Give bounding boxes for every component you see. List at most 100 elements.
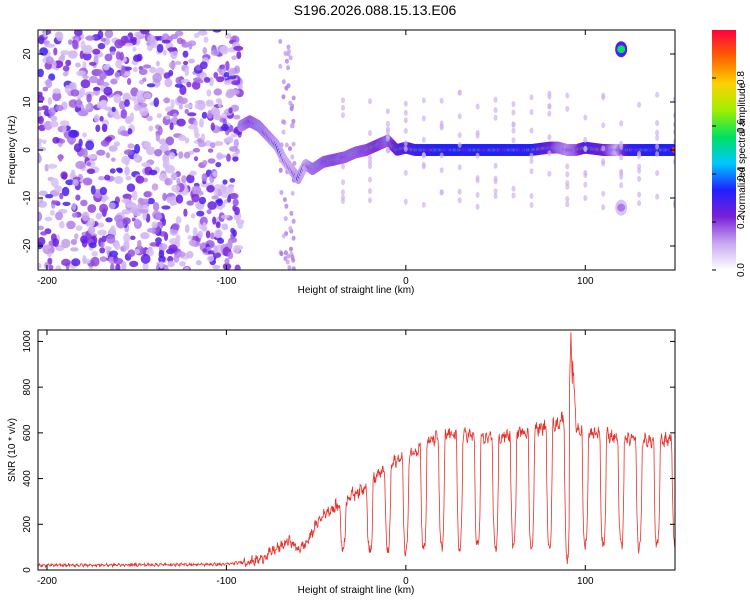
streak-blob (619, 140, 624, 147)
noise-blob (286, 65, 291, 71)
noise-blob (86, 161, 92, 167)
noise-blob (99, 115, 104, 122)
noise-blob (186, 174, 195, 184)
streak-blob (511, 127, 516, 134)
noise-blob (88, 75, 99, 84)
noise-blob (122, 217, 131, 225)
noise-blob (64, 84, 70, 94)
noise-blob (53, 47, 58, 56)
noise-blob (231, 80, 241, 86)
noise-blob (289, 210, 294, 216)
noise-blob (143, 191, 152, 198)
noise-blob (201, 173, 208, 182)
noise-blob (184, 137, 190, 144)
streak-blob (457, 89, 462, 96)
noise-blob (281, 94, 286, 100)
noise-blob (71, 202, 77, 211)
noise-blob (229, 192, 239, 200)
streak-blob (493, 107, 498, 114)
streak-blob (655, 193, 660, 200)
noise-blob (104, 246, 112, 251)
noise-blob (200, 133, 206, 141)
noise-blob (153, 97, 160, 108)
noise-blob (114, 39, 124, 49)
noise-blob (115, 263, 121, 270)
noise-blob (164, 178, 173, 186)
streak-blob (368, 154, 372, 161)
noise-blob (76, 98, 82, 108)
noise-blob (169, 200, 176, 206)
noise-blob (152, 202, 160, 212)
streak-blob (529, 127, 534, 134)
noise-blob (278, 63, 283, 69)
noise-blob (228, 67, 236, 77)
streak-blob (341, 179, 345, 186)
spectrogram-x-ticks: -200 -100 0 100 (37, 30, 594, 287)
noise-blob (87, 226, 96, 235)
noise-blob (124, 42, 133, 47)
streak-blob (341, 189, 345, 196)
noise-blob (227, 240, 233, 249)
noise-blob (105, 217, 113, 223)
noise-blob (54, 185, 62, 193)
streak-blob (529, 193, 534, 199)
noise-blob (289, 123, 294, 129)
noise-blob (288, 55, 293, 61)
noise-blob (100, 37, 107, 42)
noise-blob (224, 32, 232, 39)
noise-blob (104, 30, 114, 39)
noise-blob (70, 169, 76, 178)
streak-blob (368, 130, 372, 137)
noise-blob (70, 247, 79, 252)
noise-blob (123, 149, 134, 156)
noise-blob (115, 59, 123, 69)
noise-blob (229, 185, 234, 194)
noise-blob (90, 185, 96, 195)
noise-blob (291, 218, 296, 224)
noise-blob (134, 143, 141, 154)
noise-blob (169, 122, 174, 131)
noise-blob (291, 257, 296, 263)
noise-blob (181, 175, 187, 184)
noise-blob (170, 99, 175, 109)
y-tick-label: 0 (22, 567, 33, 573)
noise-blob (201, 111, 208, 119)
noise-blob (194, 103, 202, 110)
noise-blob (186, 250, 194, 259)
noise-blob (45, 43, 56, 48)
noise-blob (202, 248, 208, 253)
streak-blob (529, 109, 534, 116)
streak-blob (547, 170, 552, 177)
noise-blob (101, 123, 108, 133)
noise-blob (195, 100, 205, 105)
noise-blob (99, 247, 106, 254)
noise-blob (195, 79, 204, 84)
noise-blob (113, 257, 124, 265)
noise-blob (104, 106, 112, 111)
noise-blob (219, 45, 229, 55)
noise-blob (140, 232, 150, 240)
noise-blob (155, 237, 162, 244)
streak-blob (475, 203, 480, 210)
noise-blob (87, 218, 96, 228)
noise-blob (133, 104, 141, 111)
noise-blob (164, 78, 173, 88)
streak-blob (341, 198, 345, 204)
noise-blob (152, 72, 162, 83)
noise-blob (214, 187, 219, 198)
streak-blob (511, 109, 516, 116)
noise-blob (188, 58, 195, 64)
streak-blob (547, 150, 552, 157)
noise-blob (284, 58, 289, 64)
noise-blob (52, 88, 61, 94)
noise-blob (205, 101, 214, 107)
noise-blob (199, 61, 208, 70)
streak-blob (601, 122, 606, 129)
noise-blob (136, 90, 146, 100)
noise-blob (219, 185, 227, 193)
noise-blob (129, 36, 137, 43)
streak-blob (493, 96, 498, 103)
noise-blob (141, 162, 151, 168)
noise-blob (229, 88, 240, 95)
noise-blob (291, 266, 296, 270)
